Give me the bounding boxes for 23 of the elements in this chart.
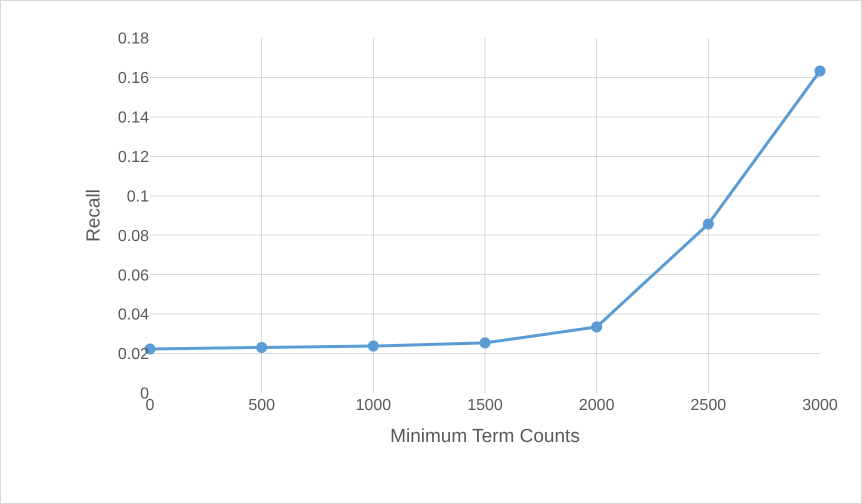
x-tick-label: 1500 [467,397,503,414]
point [702,218,714,230]
point [368,340,379,352]
y-tick-label: 0.04 [118,306,150,324]
point [814,65,826,76]
y-tick-label: 0.06 [118,267,150,284]
x-axis-title: Minimum Term Counts [390,426,580,447]
y-tick-label: 0.08 [118,228,150,245]
point [480,337,490,348]
y-tick-label: 0.16 [118,70,150,88]
x-tick-label: 1000 [356,397,392,414]
x-tick-label: 3000 [802,397,838,414]
y-tick-label: 0.18 [118,30,150,48]
point [256,342,268,353]
y-tick-label: 0.1 [126,188,150,206]
y-tick-label: 0.12 [118,148,150,166]
y-axis-title: Recall [84,189,105,242]
x-tick-label: 2000 [578,397,615,414]
x-tick-label: 500 [248,397,276,414]
x-tick-label: 2500 [690,397,726,414]
y-tick-label: 0.14 [118,109,150,126]
point [591,321,602,332]
y-tick-label: 0.02 [118,346,150,364]
